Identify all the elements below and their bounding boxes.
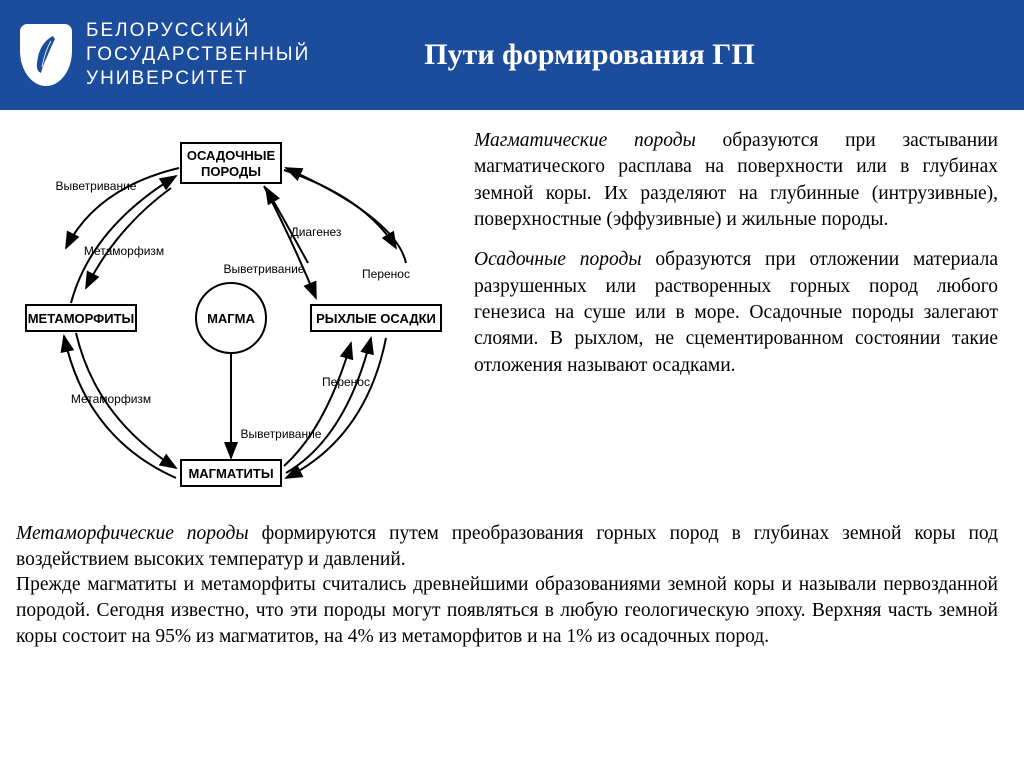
p2-emphasis: Осадочные породы xyxy=(474,249,642,270)
edge-metamorphism-2: Метаморфизм xyxy=(71,392,151,406)
node-magmatites: МАГМАТИТЫ xyxy=(188,466,273,481)
paragraph-2: Осадочные породы образуются при отложени… xyxy=(474,247,998,379)
edge-weathering-1: Выветривание xyxy=(56,179,137,193)
uni-line-1: БЕЛОРУССКИЙ xyxy=(86,19,310,43)
right-text-column: Магматические породы образуются при заст… xyxy=(474,128,998,513)
node-loose: РЫХЛЫЕ ОСАДКИ xyxy=(316,311,436,326)
edge-weathering-2: Выветривание xyxy=(224,262,305,276)
edge-metamorphism-1: Метаморфизм xyxy=(84,244,164,258)
rock-cycle-diagram: МАГМА ОСАДОЧНЫЕ ПОРОДЫ МЕТАМОРФИТЫ РЫХЛЫ… xyxy=(16,128,446,513)
slide-header: БЕЛОРУССКИЙ ГОСУДАРСТВЕННЫЙ УНИВЕРСИТЕТ … xyxy=(0,0,1024,110)
uni-line-3: УНИВЕРСИТЕТ xyxy=(86,67,310,91)
content-area: МАГМА ОСАДОЧНЫЕ ПОРОДЫ МЕТАМОРФИТЫ РЫХЛЫ… xyxy=(0,110,1024,513)
slide-title: Пути формирования ГП xyxy=(424,38,754,72)
paragraph-3: Метаморфические породы формируются путем… xyxy=(16,521,998,572)
edge-weathering-3: Выветривание xyxy=(241,427,322,441)
university-logo-icon xyxy=(20,24,72,86)
paragraph-4: Прежде магматиты и метаморфиты считались… xyxy=(16,572,998,649)
node-magma: МАГМА xyxy=(207,311,255,326)
p3-emphasis: Метаморфические породы xyxy=(16,523,249,544)
edge-diagenesis: Диагенез xyxy=(291,225,342,239)
node-metamorphites: МЕТАМОРФИТЫ xyxy=(28,311,135,326)
node-sedimentary-1: ОСАДОЧНЫЕ xyxy=(187,148,276,163)
p1-emphasis: Магматические породы xyxy=(474,130,696,151)
uni-line-2: ГОСУДАРСТВЕННЫЙ xyxy=(86,43,310,67)
bottom-text-block: Метаморфические породы формируются путем… xyxy=(0,513,1024,650)
paragraph-1: Магматические породы образуются при заст… xyxy=(474,128,998,233)
edge-transport-1: Перенос xyxy=(362,267,410,281)
edge-transport-2: Перенос xyxy=(322,375,370,389)
node-sedimentary-2: ПОРОДЫ xyxy=(201,164,261,179)
university-name: БЕЛОРУССКИЙ ГОСУДАРСТВЕННЫЙ УНИВЕРСИТЕТ xyxy=(86,19,310,90)
